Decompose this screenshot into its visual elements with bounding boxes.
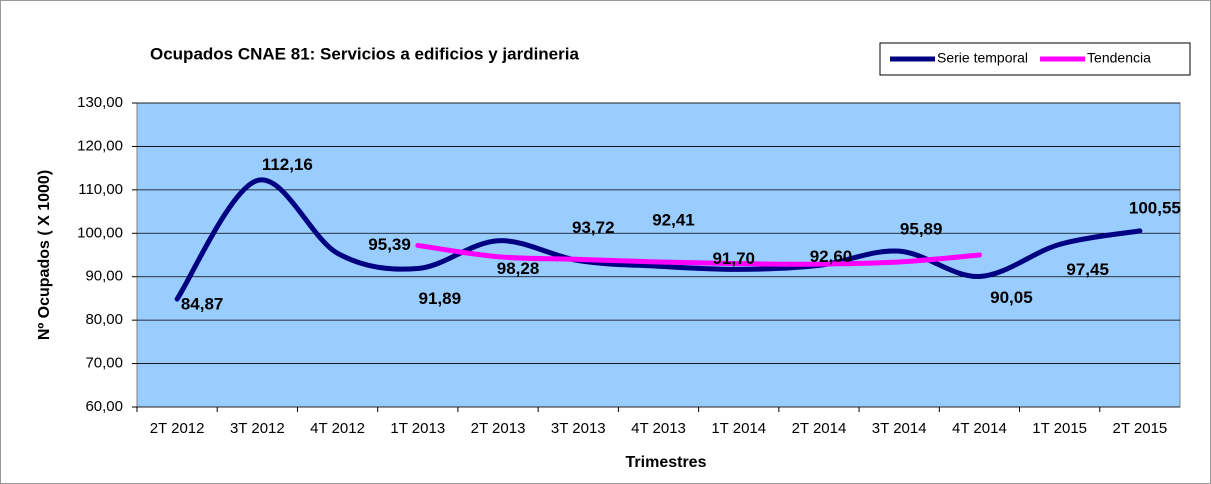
y-tick-label: 90,00 <box>85 268 123 285</box>
y-tick-label: 60,00 <box>85 398 123 415</box>
x-tick-label: 4T 2012 <box>310 420 365 437</box>
x-tick-label: 2T 2014 <box>792 420 847 437</box>
legend-label: Tendencia <box>1087 50 1151 66</box>
data-label: 84,87 <box>181 294 224 313</box>
x-tick-label: 2T 2012 <box>150 420 205 437</box>
x-tick-label: 3T 2012 <box>230 420 285 437</box>
chart-title: Ocupados CNAE 81: Servicios a edificios … <box>150 44 579 63</box>
x-tick-label: 1T 2014 <box>711 420 766 437</box>
plot-area <box>136 102 1181 408</box>
x-tick-label: 4T 2013 <box>631 420 686 437</box>
data-label: 100,55 <box>1129 198 1181 217</box>
y-axis-label: Nº Ocupados ( X 1000) <box>36 170 53 340</box>
y-tick-label: 70,00 <box>85 355 123 372</box>
x-tick-label: 4T 2014 <box>952 420 1007 437</box>
y-tick-label: 120,00 <box>77 137 123 154</box>
y-tick-label: 110,00 <box>78 181 123 198</box>
x-tick-label: 3T 2013 <box>551 420 606 437</box>
data-label: 91,70 <box>712 249 755 268</box>
legend-label: Serie temporal <box>937 50 1028 66</box>
data-label: 95,89 <box>900 220 943 239</box>
data-label: 112,16 <box>262 155 313 174</box>
y-tick-label: 80,00 <box>85 311 123 328</box>
data-label: 91,89 <box>419 289 462 308</box>
x-tick-label: 2T 2015 <box>1112 420 1167 437</box>
x-tick-label: 1T 2015 <box>1032 420 1087 437</box>
series-line <box>174 177 1143 302</box>
y-tick-label: 130,00 <box>77 94 123 111</box>
data-label: 92,60 <box>810 247 853 266</box>
data-label: 92,41 <box>652 211 695 230</box>
x-tick-label: 2T 2013 <box>471 420 526 437</box>
x-axis-label: Trimestres <box>626 454 707 471</box>
x-tick-label: 1T 2013 <box>390 420 445 437</box>
data-label: 90,05 <box>990 288 1033 307</box>
y-tick-label: 100,00 <box>77 224 123 241</box>
data-label: 97,45 <box>1066 260 1109 279</box>
data-label: 93,72 <box>572 218 615 237</box>
data-label: 98,28 <box>497 259 540 278</box>
series-line <box>415 242 982 267</box>
data-label: 95,39 <box>368 235 411 254</box>
x-tick-label: 3T 2014 <box>872 420 927 437</box>
